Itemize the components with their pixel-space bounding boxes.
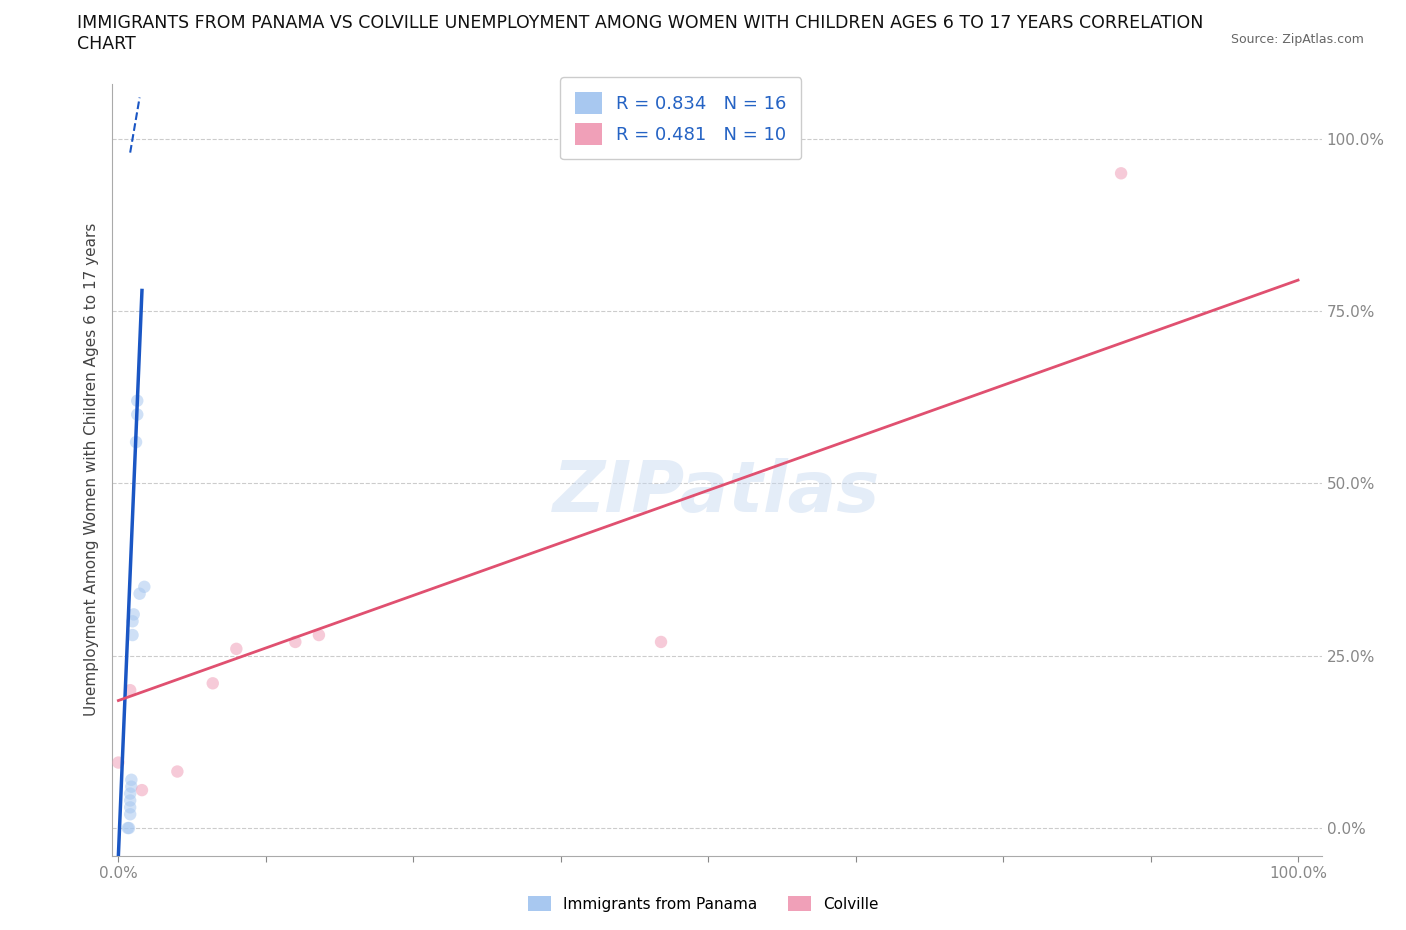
Legend: Immigrants from Panama, Colville: Immigrants from Panama, Colville (522, 889, 884, 918)
Point (117, 820, 139, 835)
Point (120, 786, 142, 801)
Point (127, 407, 149, 422)
Point (120, 793, 142, 808)
Point (127, 393, 149, 408)
Y-axis label: Unemployment Among Women with Children Ages 6 to 17 years: Unemployment Among Women with Children A… (83, 223, 98, 716)
Point (201, 676, 224, 691)
Point (166, 764, 188, 779)
Point (120, 683, 142, 698)
Point (225, 642, 247, 657)
Point (121, 614, 143, 629)
Point (107, 755, 129, 770)
Point (121, 628, 143, 643)
Legend: R = 0.834   N = 16, R = 0.481   N = 10: R = 0.834 N = 16, R = 0.481 N = 10 (561, 77, 801, 159)
Point (122, 607, 145, 622)
Text: IMMIGRANTS FROM PANAMA VS COLVILLE UNEMPLOYMENT AMONG WOMEN WITH CHILDREN AGES 6: IMMIGRANTS FROM PANAMA VS COLVILLE UNEMP… (77, 14, 1204, 32)
Point (308, 628, 330, 643)
Point (120, 772, 142, 787)
Point (128, 586, 150, 601)
Point (118, 820, 141, 835)
Point (120, 807, 142, 822)
Text: CHART: CHART (77, 35, 136, 53)
Point (650, 634, 672, 649)
Point (131, 783, 153, 798)
Text: ZIPatlas: ZIPatlas (554, 458, 880, 527)
Point (120, 800, 142, 815)
Point (125, 434, 148, 449)
Point (120, 779, 142, 794)
Point (284, 634, 307, 649)
Text: Source: ZipAtlas.com: Source: ZipAtlas.com (1230, 33, 1364, 46)
Point (134, 579, 156, 594)
Point (1109, 166, 1132, 180)
